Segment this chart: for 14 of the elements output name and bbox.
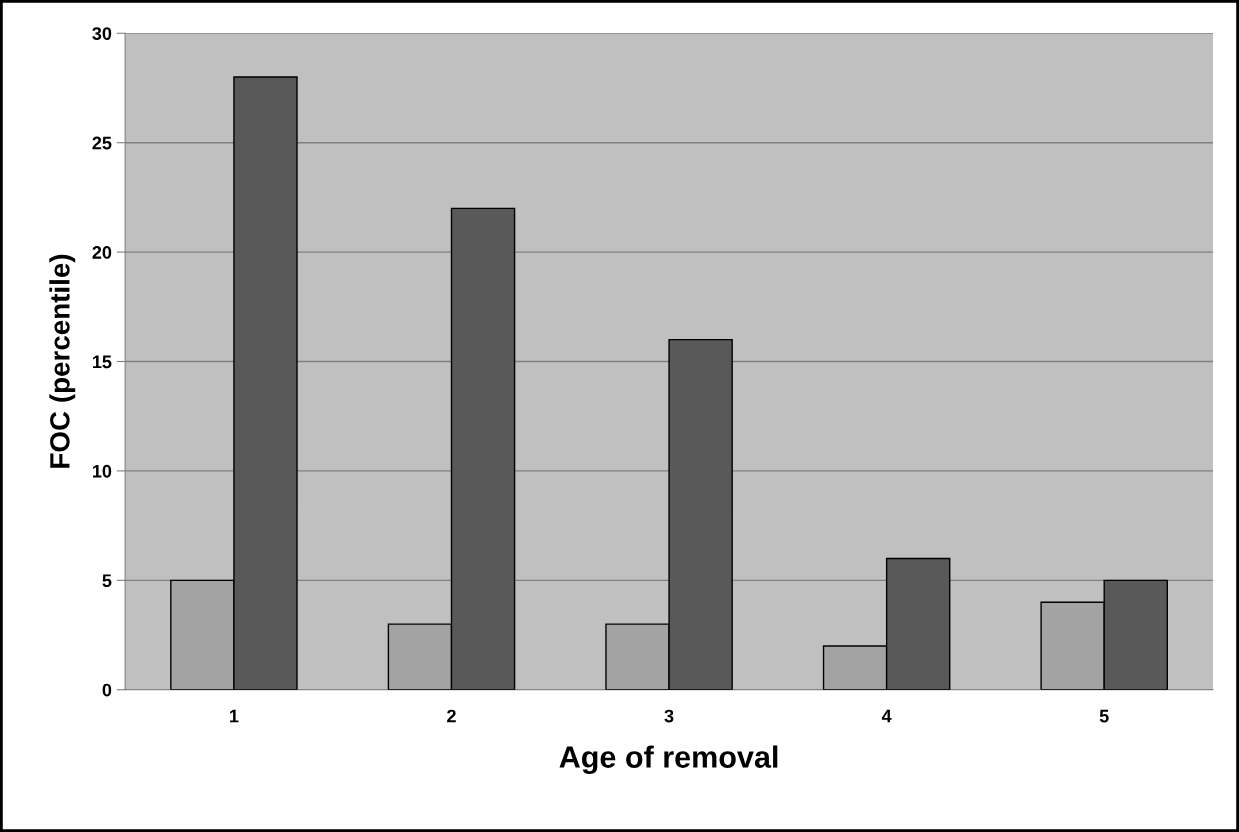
x-tick-label: 5 [1099,709,1109,723]
y-tick-label: 10 [93,464,112,478]
y-tick-label: 5 [102,574,112,588]
x-tick-label: 2 [447,709,456,723]
y-tick-label: 15 [93,355,112,369]
x-tick-label: 3 [664,709,674,723]
y-tick-label: 20 [92,246,112,259]
x-axis-title: Age of removal [559,745,778,775]
x-tick-label: 4 [881,709,892,723]
y-axis-title: FOC (percentile) [49,254,76,468]
x-tick-label: 1 [230,709,239,723]
y-tick-label: 0 [102,683,112,697]
y-tick-label: 25 [92,136,112,150]
y-tick-label: 30 [92,27,112,41]
